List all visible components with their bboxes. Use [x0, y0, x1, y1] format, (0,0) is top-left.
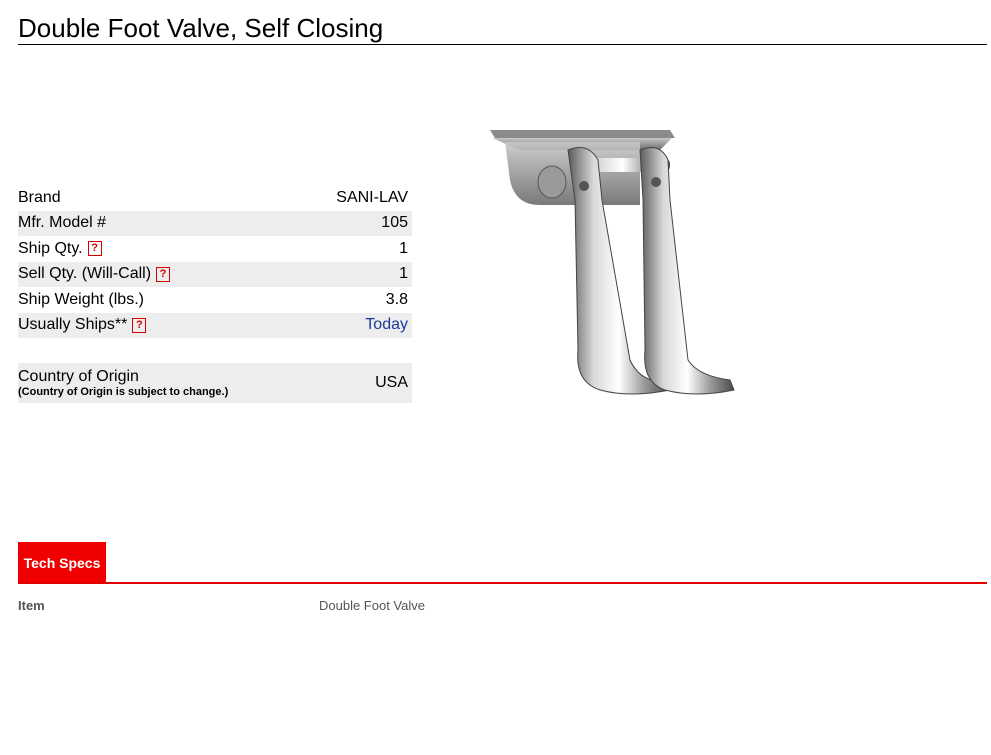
origin-value: USA — [375, 374, 408, 391]
spec-label: Ship Qty. — [18, 239, 83, 257]
tab-underline — [18, 582, 987, 584]
spec-label: Ship Weight (lbs.) — [18, 290, 144, 308]
spec-value: 1 — [399, 239, 408, 257]
spec-row-ship-weight: Ship Weight (lbs.) 3.8 — [18, 287, 412, 313]
spec-row-sell-qty: Sell Qty. (Will-Call)? 1 — [18, 261, 412, 287]
spacer — [18, 338, 412, 363]
spec-row-ship-qty: Ship Qty.? 1 — [18, 236, 412, 262]
help-icon[interactable]: ? — [132, 317, 147, 333]
spec-label: Mfr. Model # — [18, 214, 107, 232]
tab-tech-specs[interactable]: Tech Specs — [18, 542, 106, 583]
spec-value: 3.8 — [385, 290, 408, 308]
tech-spec-value: Double Foot Valve — [319, 598, 425, 613]
origin-label: Country of Origin — [18, 367, 139, 385]
help-icon[interactable]: ? — [156, 266, 171, 282]
spec-value: SANI-LAV — [336, 188, 408, 206]
spec-table: Brand SANI-LAV Mfr. Model # 105 Ship Qty… — [18, 185, 412, 403]
product-image — [490, 130, 735, 395]
tech-spec-label: Item — [18, 598, 45, 613]
spec-row-model: Mfr. Model # 105 — [18, 210, 412, 236]
origin-note: (Country of Origin is subject to change.… — [18, 385, 229, 398]
page-title: Double Foot Valve, Self Closing — [18, 12, 987, 45]
spec-label: Sell Qty. (Will-Call) — [18, 265, 152, 283]
usually-ships-link[interactable]: Today — [365, 316, 408, 334]
spec-label: Usually Ships** — [18, 316, 128, 334]
spec-row-origin: Country of Origin (Country of Origin is … — [18, 363, 412, 403]
help-icon[interactable]: ? — [87, 241, 102, 257]
spec-row-brand: Brand SANI-LAV — [18, 185, 412, 211]
spec-label: Brand — [18, 188, 61, 206]
spec-value: 1 — [399, 265, 408, 283]
spec-value: 105 — [381, 214, 408, 232]
spec-row-usually-ships: Usually Ships**? Today — [18, 312, 412, 338]
